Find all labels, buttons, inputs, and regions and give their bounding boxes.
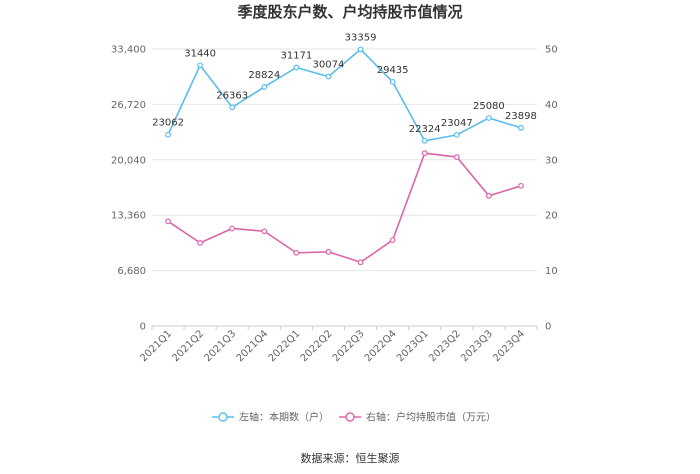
data-point bbox=[165, 131, 171, 138]
data-label: 29435 bbox=[377, 65, 409, 76]
right-tick-label: 20 bbox=[545, 211, 558, 222]
data-point bbox=[518, 124, 524, 131]
data-point bbox=[197, 62, 204, 69]
x-tick-label: 2023Q4 bbox=[491, 328, 527, 364]
x-axis: 2021Q12021Q22021Q32021Q42022Q12022Q22022… bbox=[138, 326, 538, 364]
data-label: 31171 bbox=[280, 50, 312, 61]
data-point bbox=[261, 84, 268, 90]
data-point bbox=[518, 182, 524, 189]
series-line-2 bbox=[167, 152, 522, 264]
data-point bbox=[421, 150, 428, 157]
left-tick-label: 13,360 bbox=[111, 211, 146, 222]
x-tick-label: 2022Q2 bbox=[299, 328, 335, 364]
right-tick-label: 50 bbox=[545, 45, 558, 56]
data-label: 26363 bbox=[216, 90, 248, 101]
legend-marker-2 bbox=[345, 412, 355, 422]
data-label: 23047 bbox=[441, 118, 473, 129]
legend[interactable]: 左轴：本期数（户） 右轴：户均持股市值（万元） bbox=[212, 411, 496, 424]
left-tick-label: 0 bbox=[140, 322, 146, 333]
series-line-1 bbox=[167, 48, 522, 142]
right-tick-label: 10 bbox=[545, 266, 558, 277]
data-label: 30074 bbox=[313, 60, 345, 71]
left-tick-label: 33,400 bbox=[111, 45, 146, 56]
right-tick-label: 40 bbox=[545, 100, 558, 111]
x-tick-label: 2021Q4 bbox=[235, 328, 271, 364]
grid-lines bbox=[152, 48, 537, 327]
left-tick-label: 6,680 bbox=[117, 266, 146, 277]
legend-label-2: 右轴：户均持股市值（万元） bbox=[366, 411, 496, 424]
data-label: 23062 bbox=[152, 118, 184, 129]
left-axis: 33,400 26,720 20,040 13,360 6,680 0 bbox=[111, 45, 146, 333]
data-point bbox=[421, 137, 428, 144]
legend-marker-1 bbox=[218, 412, 228, 422]
data-point bbox=[453, 154, 460, 160]
x-tick-label: 2021Q1 bbox=[138, 328, 174, 364]
data-point bbox=[485, 192, 492, 199]
data-label: 22324 bbox=[409, 124, 441, 135]
left-tick-label: 26,720 bbox=[111, 100, 146, 111]
x-tick-label: 2022Q4 bbox=[363, 328, 399, 364]
x-tick-label: 2023Q2 bbox=[427, 328, 463, 364]
x-tick-label: 2022Q1 bbox=[267, 328, 303, 364]
data-point bbox=[197, 239, 204, 246]
chart-title: 季度股东户数、户均持股市值情况 bbox=[237, 3, 462, 21]
x-tick-label: 2022Q3 bbox=[331, 328, 367, 364]
data-point bbox=[261, 228, 268, 235]
x-tick-label: 2023Q1 bbox=[395, 328, 431, 364]
data-point bbox=[453, 131, 460, 138]
data-point bbox=[293, 64, 300, 71]
data-point bbox=[357, 46, 364, 53]
data-label: 28824 bbox=[248, 70, 280, 81]
data-label: 23898 bbox=[505, 111, 537, 122]
data-point bbox=[357, 259, 364, 266]
left-tick-label: 20,040 bbox=[111, 155, 146, 166]
data-label: 33359 bbox=[345, 32, 377, 43]
data-point bbox=[229, 225, 236, 232]
data-point bbox=[325, 73, 332, 80]
right-tick-label: 0 bbox=[545, 322, 551, 333]
data-point bbox=[389, 237, 396, 244]
x-tick-label: 2023Q3 bbox=[459, 328, 495, 364]
x-tick-label: 2021Q3 bbox=[202, 328, 238, 364]
legend-label-1: 左轴：本期数（户） bbox=[239, 411, 329, 424]
data-point bbox=[325, 248, 332, 255]
data-label: 31440 bbox=[184, 48, 216, 59]
data-point bbox=[293, 249, 300, 256]
data-label: 25080 bbox=[473, 101, 505, 112]
right-axis: 50 40 30 20 10 0 bbox=[545, 45, 558, 333]
data-point bbox=[389, 78, 396, 85]
x-tick-label: 2021Q2 bbox=[170, 328, 206, 364]
data-point bbox=[485, 115, 492, 121]
source-note: 数据来源：恒生聚源 bbox=[301, 451, 400, 465]
right-tick-label: 30 bbox=[545, 155, 558, 166]
data-point bbox=[165, 218, 171, 225]
data-point bbox=[229, 104, 236, 111]
